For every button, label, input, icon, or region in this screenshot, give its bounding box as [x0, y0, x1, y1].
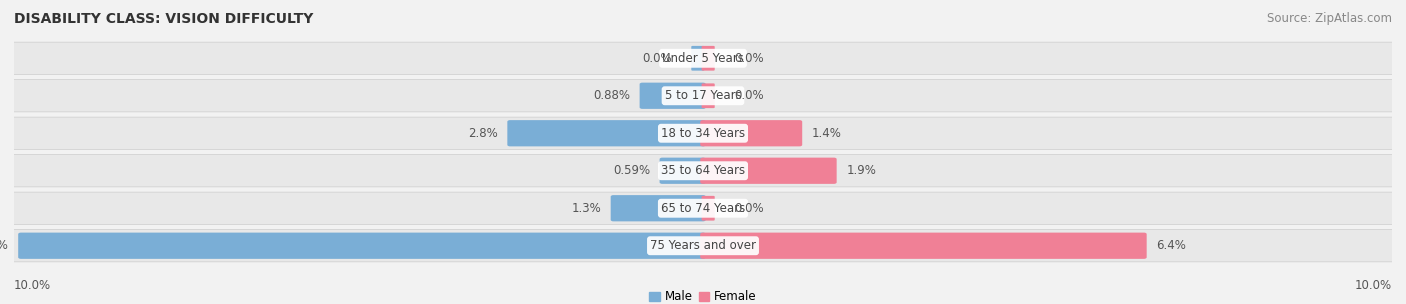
- Text: Under 5 Years: Under 5 Years: [662, 52, 744, 65]
- Text: DISABILITY CLASS: VISION DIFFICULTY: DISABILITY CLASS: VISION DIFFICULTY: [14, 12, 314, 26]
- Text: 0.88%: 0.88%: [593, 89, 630, 102]
- Legend: Male, Female: Male, Female: [645, 286, 761, 304]
- FancyBboxPatch shape: [13, 80, 1393, 112]
- Text: 75 Years and over: 75 Years and over: [650, 239, 756, 252]
- FancyBboxPatch shape: [610, 195, 706, 221]
- FancyBboxPatch shape: [13, 117, 1393, 149]
- Text: 0.0%: 0.0%: [734, 52, 763, 65]
- FancyBboxPatch shape: [700, 158, 837, 184]
- Text: 1.9%: 1.9%: [846, 164, 876, 177]
- Text: 1.3%: 1.3%: [571, 202, 600, 215]
- Text: 9.9%: 9.9%: [0, 239, 8, 252]
- FancyBboxPatch shape: [18, 233, 706, 259]
- FancyBboxPatch shape: [13, 192, 1393, 224]
- FancyBboxPatch shape: [640, 83, 706, 109]
- FancyBboxPatch shape: [508, 120, 706, 147]
- Text: 35 to 64 Years: 35 to 64 Years: [661, 164, 745, 177]
- FancyBboxPatch shape: [700, 233, 1147, 259]
- FancyBboxPatch shape: [659, 158, 706, 184]
- FancyBboxPatch shape: [702, 196, 714, 221]
- Text: 18 to 34 Years: 18 to 34 Years: [661, 127, 745, 140]
- FancyBboxPatch shape: [13, 230, 1393, 262]
- Text: 10.0%: 10.0%: [1355, 279, 1392, 292]
- Text: 0.59%: 0.59%: [613, 164, 650, 177]
- Text: Source: ZipAtlas.com: Source: ZipAtlas.com: [1267, 12, 1392, 25]
- Text: 10.0%: 10.0%: [14, 279, 51, 292]
- Text: 5 to 17 Years: 5 to 17 Years: [665, 89, 741, 102]
- Text: 0.0%: 0.0%: [643, 52, 672, 65]
- FancyBboxPatch shape: [702, 46, 714, 71]
- FancyBboxPatch shape: [702, 83, 714, 108]
- Text: 6.4%: 6.4%: [1156, 239, 1187, 252]
- Text: 2.8%: 2.8%: [468, 127, 498, 140]
- Text: 65 to 74 Years: 65 to 74 Years: [661, 202, 745, 215]
- Text: 0.0%: 0.0%: [734, 202, 763, 215]
- FancyBboxPatch shape: [692, 46, 704, 71]
- FancyBboxPatch shape: [700, 120, 803, 147]
- Text: 0.0%: 0.0%: [734, 89, 763, 102]
- FancyBboxPatch shape: [13, 42, 1393, 74]
- FancyBboxPatch shape: [13, 155, 1393, 187]
- Text: 1.4%: 1.4%: [811, 127, 842, 140]
